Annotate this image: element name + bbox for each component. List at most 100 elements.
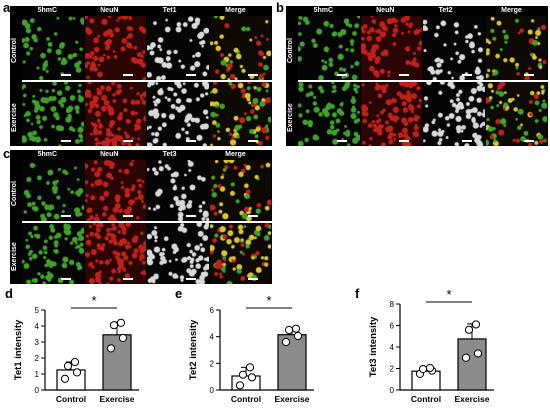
scale-bar <box>60 74 71 76</box>
scale-bar <box>248 278 259 280</box>
scale-bar <box>185 74 196 76</box>
x-tick-label-exercise: Exercise <box>100 394 135 404</box>
row-separator <box>22 221 272 223</box>
channel-label-tet3: Tet3 <box>162 151 177 158</box>
tile-control-5hmc <box>298 16 360 80</box>
scale-bar <box>60 215 71 217</box>
row-label-control: Control <box>11 38 18 64</box>
data-point <box>473 349 483 358</box>
row-label-exercise: Exercise <box>11 242 18 272</box>
data-point <box>245 363 255 372</box>
channel-label-merge: Merge <box>225 151 246 158</box>
channel-label-5hmc: 5hmC <box>37 7 58 14</box>
tile-control-neun <box>84 16 146 80</box>
tile-control-tet3 <box>147 160 209 221</box>
channel-label-neun: NeuN <box>100 7 119 14</box>
data-point <box>238 370 248 379</box>
row-separator <box>22 80 272 82</box>
row-label-control: Control <box>287 38 294 64</box>
scale-bar <box>123 215 134 217</box>
bar-exercise <box>102 334 132 391</box>
microscopy-panel-b: 5hmC NeuN Tet2 Merge Control Exercise <box>286 6 548 146</box>
panel-letter-b: b <box>276 0 284 15</box>
y-axis-label: Tet2 intensity <box>188 319 199 380</box>
panel-letter-a: a <box>3 0 11 15</box>
tile-control-merge <box>485 16 547 80</box>
scale-bar <box>399 140 410 142</box>
data-point <box>464 325 474 334</box>
data-point <box>116 318 126 327</box>
tile-control-merge <box>209 16 271 80</box>
channel-label-tet2: Tet2 <box>438 7 453 14</box>
y-axis-label: Tet3 intensity <box>368 316 379 377</box>
y-tick-label: 1 <box>35 370 40 379</box>
channel-label-merge: Merge <box>501 7 522 14</box>
tile-control-neun <box>84 160 146 221</box>
tile-control-neun <box>360 16 422 80</box>
data-point <box>109 321 119 330</box>
data-point <box>247 373 257 382</box>
data-point <box>293 331 303 341</box>
x-tick-label-control: Control <box>231 394 261 404</box>
data-point <box>284 325 294 335</box>
channel-label-merge: Merge <box>225 7 246 14</box>
x-tick-label-control: Control <box>411 394 441 404</box>
scale-bar <box>524 140 535 142</box>
tile-exercise-neun <box>84 82 146 146</box>
y-tick-label: 2 <box>390 365 395 374</box>
tile-exercise-merge <box>485 82 547 146</box>
y-tick-label: 2 <box>35 354 40 363</box>
x-tick-label-control: Control <box>56 394 86 404</box>
scale-bar <box>461 74 472 76</box>
y-tick-label: 6 <box>210 306 215 315</box>
y-tick-label: 3 <box>35 338 40 347</box>
data-point <box>63 361 73 371</box>
y-tick-label: 0 <box>210 386 215 395</box>
tile-control-tet1 <box>147 16 209 80</box>
tile-exercise-neun <box>84 223 146 284</box>
tile-exercise-merge <box>209 82 271 146</box>
scale-bar <box>185 140 196 142</box>
tile-control-tet2 <box>423 16 485 80</box>
y-axis-label: Tet1 intensity <box>13 319 24 380</box>
microscopy-panel-c: 5hmC NeuN Tet3 Merge Control Exercise <box>10 150 272 284</box>
data-point <box>106 344 116 353</box>
tile-exercise-tet1 <box>147 82 209 146</box>
data-point <box>70 357 80 367</box>
scale-bar <box>248 74 259 76</box>
data-point <box>291 324 301 333</box>
scale-bar <box>185 278 196 280</box>
microscopy-panel-a: 5hmC NeuN Tet1 Merge Control Exercise <box>10 6 272 146</box>
data-point <box>281 337 291 347</box>
significance-star: * <box>91 293 96 308</box>
y-tick-label: 6 <box>390 322 395 331</box>
y-tick-label: 0 <box>390 386 395 395</box>
row-label-exercise: Exercise <box>11 102 18 132</box>
channel-label-5hmc: 5hmC <box>313 7 334 14</box>
channel-label-neun: NeuN <box>376 7 395 14</box>
scale-bar <box>60 278 71 280</box>
tile-exercise-tet2 <box>423 82 485 146</box>
channel-label-tet1: Tet1 <box>162 7 177 14</box>
panel-letter: e <box>175 286 182 301</box>
panel-letter: f <box>355 286 360 301</box>
scale-bar <box>248 215 259 217</box>
data-point <box>461 353 471 362</box>
bar-chart-d: d Tet1 intensity 0 1 2 3 4 5 Control Exercise * <box>5 286 139 404</box>
x-tick-label-exercise: Exercise <box>455 394 490 404</box>
tile-exercise-5hmc <box>298 82 360 146</box>
significance-star: * <box>446 287 451 302</box>
data-point <box>425 363 435 373</box>
tile-exercise-5hmc <box>22 223 84 284</box>
scale-bar <box>336 74 347 76</box>
tile-control-merge <box>209 160 271 221</box>
scale-bar <box>524 74 535 76</box>
data-point <box>235 381 245 390</box>
bar-chart-e: e Tet2 intensity 0 2 4 6 Control Exercise * <box>175 286 314 404</box>
scale-bar <box>123 140 134 142</box>
panel-letter-c: c <box>3 146 11 161</box>
data-point <box>471 320 481 329</box>
bar-exercise <box>457 338 487 391</box>
y-tick-label: 4 <box>210 333 215 342</box>
row-label-exercise: Exercise <box>287 102 294 132</box>
